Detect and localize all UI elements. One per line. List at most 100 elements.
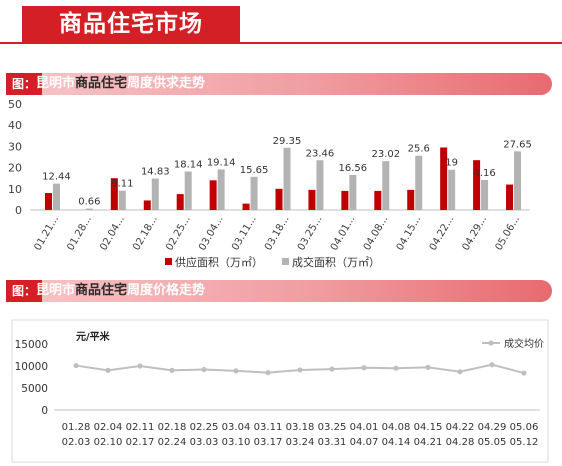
y-axis-title: 元/平米 — [76, 330, 111, 343]
bar-data-label: 15.65 — [240, 165, 269, 176]
x-tick-label-start: 02.11 — [126, 422, 155, 433]
price-point — [425, 364, 431, 370]
legend-swatch-supply — [165, 258, 172, 265]
bar-supply — [275, 188, 283, 210]
bar-supply — [341, 190, 349, 210]
bar-data-label: 25.6 — [408, 144, 430, 155]
x-tick-label-end: 04.28 — [446, 437, 475, 448]
price-point — [297, 367, 303, 373]
bar-deal — [250, 176, 258, 210]
section-title: 昆明市商品住宅周度价格走势 — [36, 280, 205, 302]
bar-deal — [415, 155, 423, 210]
x-tick-label: 04.01... — [329, 214, 358, 253]
x-tick-label-end: 04.07 — [350, 437, 379, 448]
y-tick-label: 40 — [8, 119, 22, 132]
section-tag: 图： — [6, 280, 43, 302]
bar-data-label: 23.46 — [306, 148, 335, 159]
x-tick-label-end: 02.24 — [158, 437, 187, 448]
bar-deal — [481, 179, 489, 210]
bar-data-label: 16.56 — [339, 163, 368, 174]
bar-deal — [283, 147, 291, 210]
legend-label-deal: 成交面积（万㎡） — [292, 255, 380, 269]
bar-data-label: 0.66 — [78, 197, 100, 208]
x-tick-label: 04.15... — [395, 214, 424, 253]
y-tick-label: 20 — [8, 162, 22, 175]
x-tick-label-end: 05.12 — [510, 437, 539, 448]
bar-supply — [110, 178, 118, 210]
x-tick-label-start: 04.08 — [382, 422, 411, 433]
section-tag: 图： — [6, 73, 43, 95]
y-tick-label: 15000 — [15, 339, 48, 351]
bar-deal — [316, 160, 324, 210]
bar-supply — [473, 160, 481, 210]
bar-deal — [85, 208, 93, 210]
supply-demand-bar-chart: 0 10 20 30 40 50 12.44 0.66 9.11 14.83 18.14 19.14… — [8, 98, 532, 269]
x-tick-label: 01.21... — [32, 214, 61, 253]
y-tick-label: 30 — [8, 140, 22, 153]
x-tick-label-start: 01.28 — [62, 422, 91, 433]
bar-data-label: 27.65 — [503, 139, 532, 150]
bar-data-label: 9.11 — [111, 179, 133, 190]
bar-supply — [44, 193, 52, 210]
x-tick-label-start: 03.04 — [222, 422, 251, 433]
section-title-suffix: 周度供求走势 — [127, 76, 206, 91]
x-tick-label-end: 05.05 — [478, 437, 507, 448]
bar-data-label: 12.44 — [42, 172, 71, 183]
bar-data-label: 19.14 — [207, 157, 236, 168]
bar-supply — [176, 194, 184, 210]
x-tick-label-start: 04.15 — [414, 422, 443, 433]
y-tick-label: 10000 — [15, 361, 48, 373]
x-tick-label-end: 03.24 — [286, 437, 315, 448]
bar-data-label: 19 — [445, 158, 458, 169]
bar-deal — [514, 151, 522, 210]
bar-data-label: 23.02 — [371, 149, 400, 160]
x-tick-label-end: 03.17 — [254, 437, 283, 448]
x-tick-label-end: 03.03 — [190, 437, 219, 448]
x-tick-label-start: 04.01 — [350, 422, 379, 433]
bar-supply — [143, 200, 151, 210]
section-title: 昆明市商品住宅周度供求走势 — [36, 73, 205, 95]
x-tick-label: 03.25... — [296, 214, 325, 253]
price-point — [105, 367, 111, 373]
legend-label-price: 成交均价 — [504, 337, 544, 350]
bar-supply — [242, 203, 250, 210]
y-tick-label: 10 — [8, 183, 22, 196]
x-tick-label: 02.18... — [131, 214, 160, 253]
price-point — [393, 365, 399, 371]
bar-supply — [308, 189, 316, 210]
bar-supply — [407, 189, 415, 210]
bar-supply — [209, 180, 217, 210]
legend-swatch-deal — [282, 258, 289, 265]
y-tick-label: 0 — [15, 204, 22, 217]
bar-deal — [349, 174, 357, 210]
section-title-suffix: 周度价格走势 — [127, 283, 206, 298]
x-tick-label-end: 03.10 — [222, 437, 251, 448]
legend-label-supply: 供应面积（万㎡） — [175, 255, 263, 269]
x-tick-label: 03.04... — [197, 214, 226, 253]
x-tick-label: 04.22... — [428, 214, 457, 253]
price-point — [361, 365, 367, 371]
bar-data-label: 18.14 — [174, 160, 203, 171]
section-title-prefix: 昆明市 — [36, 283, 76, 298]
bar-deal — [448, 169, 456, 210]
x-tick-label-start: 02.18 — [158, 422, 187, 433]
x-tick-label-start: 04.22 — [446, 422, 475, 433]
price-point — [73, 362, 79, 369]
price-point — [265, 370, 271, 376]
bar-deal — [151, 178, 159, 210]
price-point — [489, 362, 495, 368]
section-title-highlight: 商品住宅 — [75, 76, 128, 91]
x-tick-label-start: 03.18 — [286, 422, 315, 433]
bar-supply — [440, 147, 448, 210]
title-underline — [0, 42, 562, 44]
bar-deal — [184, 171, 192, 210]
bar-deal — [52, 183, 60, 210]
price-point — [201, 366, 207, 373]
x-tick-label: 01.28... — [65, 214, 94, 253]
bar-supply — [506, 184, 514, 210]
bar-deal — [118, 190, 126, 210]
price-point — [329, 366, 335, 372]
section-title-prefix: 昆明市 — [36, 76, 76, 91]
bar-data-label: 29.35 — [273, 136, 302, 147]
